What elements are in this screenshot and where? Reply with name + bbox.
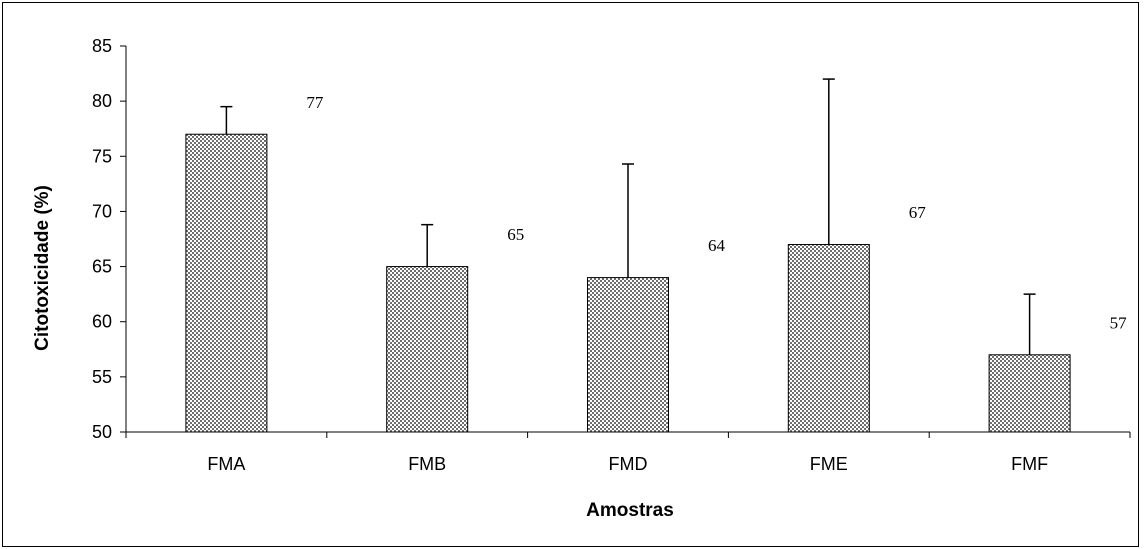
bar	[587, 277, 669, 433]
plot-area: 50 55 60 65 70 75 80 85 77 FMA 65 FMB 64 FMD 67 FME 57 FM…	[92, 36, 1131, 474]
y-tick-label: 50	[92, 422, 112, 442]
x-tick-label: FMF	[1011, 454, 1048, 474]
bar	[185, 133, 268, 433]
data-label: 65	[507, 225, 524, 244]
y-tick-label: 70	[92, 201, 112, 221]
bar	[787, 244, 870, 433]
data-label: 64	[708, 236, 726, 255]
bar	[988, 354, 1071, 433]
x-tick-label: FMB	[408, 454, 446, 474]
y-tick-label: 75	[92, 146, 112, 166]
y-tick-label: 65	[92, 257, 112, 277]
y-tick-label: 60	[92, 312, 112, 332]
data-label: 77	[306, 93, 324, 112]
x-tick-label: FMD	[609, 454, 648, 474]
data-label: 57	[1110, 313, 1128, 332]
x-tick-label: FME	[810, 454, 848, 474]
x-tick-label: FMA	[207, 454, 245, 474]
bar	[386, 266, 469, 433]
x-axis-title: Amostras	[586, 500, 674, 521]
y-tick-label: 80	[92, 91, 112, 111]
y-tick-label: 55	[92, 367, 112, 387]
y-axis-title: Citotoxicidade (%)	[32, 185, 53, 351]
data-label: 67	[909, 203, 927, 222]
y-tick-label: 85	[92, 36, 112, 56]
